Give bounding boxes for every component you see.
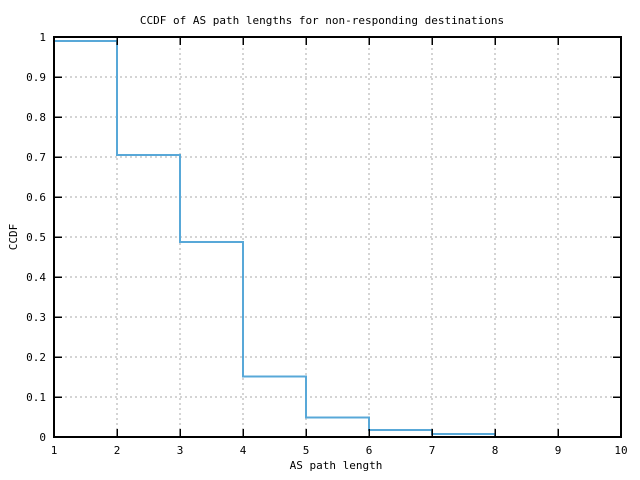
y-tick-label: 0.9 [26,71,46,84]
chart-title: CCDF of AS path lengths for non-respondi… [140,14,504,27]
grid-layer [55,38,620,436]
y-tick-label: 0.8 [26,111,46,124]
series-layer [54,40,496,437]
x-tick-label: 8 [492,444,499,457]
y-axis-label: CCDF [7,224,20,251]
y-tick-label: 0.2 [26,351,46,364]
x-tick-label: 1 [51,444,58,457]
y-tick-label: 1 [39,31,46,44]
y-tick-label: 0.6 [26,191,46,204]
y-tick-label: 0 [39,431,46,444]
x-tick-label: 9 [555,444,562,457]
y-tick-label: 0.7 [26,151,46,164]
ccdf-step-line [54,40,496,437]
x-axis-label: AS path length [290,459,383,472]
y-tick-label: 0.1 [26,391,46,404]
y-tick-label: 0.4 [26,271,46,284]
x-tick-label: 3 [177,444,184,457]
x-tick-label: 5 [303,444,310,457]
tick-label-layer: 1 2 3 4 5 6 7 8 9 10 0 0.1 0.2 0.3 0.4 0.5 0.6 0.7 0.8 0.9 1 [26,31,628,457]
x-tick-label: 10 [614,444,627,457]
x-tick-label: 4 [240,444,247,457]
plot-border [53,36,622,438]
y-tick-label: 0.3 [26,311,46,324]
x-tick-label: 2 [114,444,121,457]
y-tick-label: 0.5 [26,231,46,244]
x-tick-label: 7 [429,444,436,457]
x-tick-label: 6 [366,444,373,457]
tick-layer [53,36,622,438]
